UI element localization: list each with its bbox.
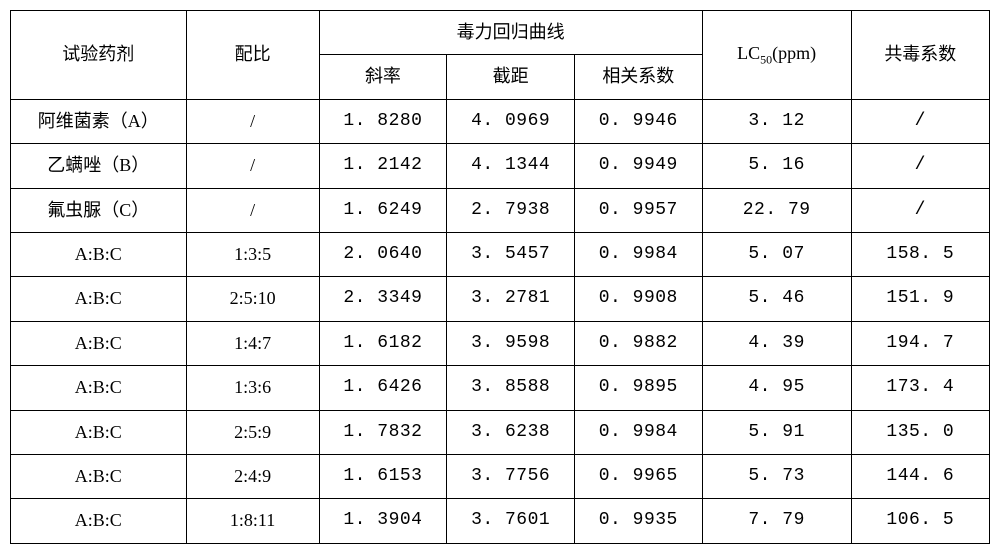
cell-lc50: 5. 91 [702,410,851,454]
header-lc50: LC50(ppm) [702,11,851,100]
cell-ctc: 106. 5 [851,499,989,543]
cell-intercept: 3. 8588 [447,366,575,410]
header-slope: 斜率 [319,55,447,99]
cell-lc50: 5. 73 [702,454,851,498]
cell-correlation: 0. 9895 [574,366,702,410]
cell-ratio: 1:3:5 [186,232,319,276]
cell-correlation: 0. 9957 [574,188,702,232]
cell-intercept: 2. 7938 [447,188,575,232]
cell-slope: 2. 0640 [319,232,447,276]
cell-ratio: / [186,188,319,232]
cell-intercept: 3. 5457 [447,232,575,276]
cell-lc50: 5. 16 [702,144,851,188]
cell-intercept: 3. 6238 [447,410,575,454]
cell-ctc: 144. 6 [851,454,989,498]
cell-ctc: 194. 7 [851,321,989,365]
cell-ctc: 173. 4 [851,366,989,410]
cell-intercept: 3. 7756 [447,454,575,498]
cell-slope: 1. 6426 [319,366,447,410]
cell-ratio: 1:3:6 [186,366,319,410]
cell-correlation: 0. 9908 [574,277,702,321]
header-correlation: 相关系数 [574,55,702,99]
cell-correlation: 0. 9935 [574,499,702,543]
cell-lc50: 4. 95 [702,366,851,410]
toxicity-table: 试验药剂 配比 毒力回归曲线 LC50(ppm) 共毒系数 斜率 截距 相关系数… [10,10,990,544]
cell-agent: 阿维菌素（A） [11,99,187,143]
cell-agent: 乙螨唑（B） [11,144,187,188]
table-row: A:B:C1:8:111. 39043. 76010. 99357. 79106… [11,499,990,543]
cell-correlation: 0. 9984 [574,232,702,276]
cell-agent: A:B:C [11,232,187,276]
cell-correlation: 0. 9965 [574,454,702,498]
table-body: 阿维菌素（A）/1. 82804. 09690. 99463. 12/乙螨唑（B… [11,99,990,543]
cell-lc50: 5. 07 [702,232,851,276]
cell-correlation: 0. 9882 [574,321,702,365]
cell-agent: A:B:C [11,321,187,365]
cell-agent: A:B:C [11,410,187,454]
cell-ratio: 1:8:11 [186,499,319,543]
cell-ctc: / [851,99,989,143]
cell-ratio: 2:5:9 [186,410,319,454]
cell-ratio: / [186,144,319,188]
header-agent: 试验药剂 [11,11,187,100]
header-toxicity-curve: 毒力回归曲线 [319,11,702,55]
cell-slope: 1. 3904 [319,499,447,543]
cell-agent: A:B:C [11,499,187,543]
cell-agent: A:B:C [11,277,187,321]
cell-slope: 2. 3349 [319,277,447,321]
cell-lc50: 7. 79 [702,499,851,543]
table-row: A:B:C1:3:52. 06403. 54570. 99845. 07158.… [11,232,990,276]
cell-agent: A:B:C [11,366,187,410]
cell-ratio: / [186,99,319,143]
cell-agent: 氟虫脲（C） [11,188,187,232]
cell-intercept: 3. 2781 [447,277,575,321]
header-intercept: 截距 [447,55,575,99]
cell-correlation: 0. 9949 [574,144,702,188]
cell-ratio: 2:4:9 [186,454,319,498]
table-header: 试验药剂 配比 毒力回归曲线 LC50(ppm) 共毒系数 斜率 截距 相关系数 [11,11,990,100]
cell-lc50: 3. 12 [702,99,851,143]
table-row: A:B:C2:4:91. 61533. 77560. 99655. 73144.… [11,454,990,498]
cell-lc50: 5. 46 [702,277,851,321]
table-row: 阿维菌素（A）/1. 82804. 09690. 99463. 12/ [11,99,990,143]
cell-lc50: 22. 79 [702,188,851,232]
cell-ctc: 151. 9 [851,277,989,321]
cell-slope: 1. 7832 [319,410,447,454]
header-ctc: 共毒系数 [851,11,989,100]
table-row: 氟虫脲（C）/1. 62492. 79380. 995722. 79/ [11,188,990,232]
cell-intercept: 3. 9598 [447,321,575,365]
cell-lc50: 4. 39 [702,321,851,365]
cell-slope: 1. 6249 [319,188,447,232]
cell-ctc: 158. 5 [851,232,989,276]
cell-ctc: / [851,144,989,188]
table-row: A:B:C1:4:71. 61823. 95980. 98824. 39194.… [11,321,990,365]
table-row: 乙螨唑（B）/1. 21424. 13440. 99495. 16/ [11,144,990,188]
cell-slope: 1. 6182 [319,321,447,365]
cell-slope: 1. 2142 [319,144,447,188]
header-ratio: 配比 [186,11,319,100]
cell-agent: A:B:C [11,454,187,498]
cell-ctc: 135. 0 [851,410,989,454]
cell-correlation: 0. 9946 [574,99,702,143]
table-row: A:B:C2:5:91. 78323. 62380. 99845. 91135.… [11,410,990,454]
cell-intercept: 4. 0969 [447,99,575,143]
cell-ratio: 2:5:10 [186,277,319,321]
table-row: A:B:C2:5:102. 33493. 27810. 99085. 46151… [11,277,990,321]
cell-intercept: 3. 7601 [447,499,575,543]
cell-slope: 1. 8280 [319,99,447,143]
cell-correlation: 0. 9984 [574,410,702,454]
cell-slope: 1. 6153 [319,454,447,498]
table-row: A:B:C1:3:61. 64263. 85880. 98954. 95173.… [11,366,990,410]
cell-ctc: / [851,188,989,232]
cell-ratio: 1:4:7 [186,321,319,365]
cell-intercept: 4. 1344 [447,144,575,188]
